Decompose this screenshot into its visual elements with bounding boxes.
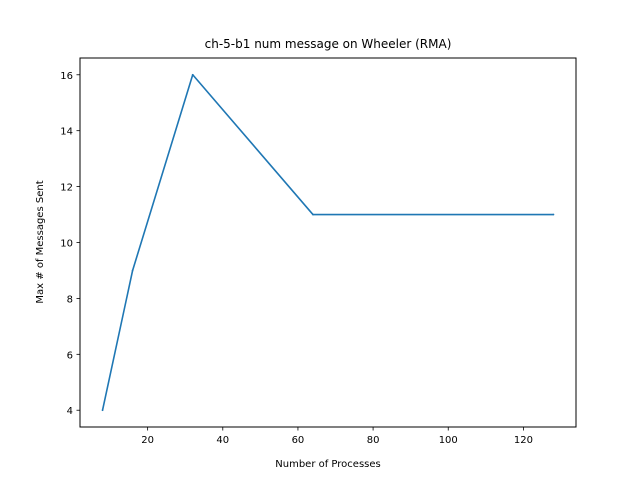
x-tick-label: 120 <box>514 435 533 446</box>
data-point <box>101 409 104 412</box>
x-tick-label: 80 <box>367 435 380 446</box>
x-tick-label: 100 <box>439 435 458 446</box>
y-tick-label: 12 <box>60 183 73 194</box>
y-tick-label: 4 <box>67 406 73 417</box>
data-point <box>552 213 555 216</box>
y-tick-label: 6 <box>67 350 73 361</box>
x-axis: 20 40 60 80 100 120 <box>141 427 533 446</box>
y-axis: 4 6 8 10 12 14 16 <box>60 71 80 417</box>
x-tick-label: 60 <box>292 435 305 446</box>
x-tick-label: 20 <box>141 435 154 446</box>
data-point <box>191 73 194 76</box>
y-tick-label: 8 <box>67 294 73 305</box>
data-point <box>312 213 314 216</box>
series-layer <box>101 73 555 412</box>
y-tick-label: 10 <box>60 239 73 250</box>
x-tick-label: 40 <box>216 435 229 446</box>
axes-frame <box>79 57 577 428</box>
y-axis-label: Max # of Messages Sent <box>35 180 46 303</box>
x-axis-label: Number of Processes <box>275 459 380 470</box>
y-tick-label: 14 <box>60 127 73 138</box>
chart-title: ch-5-b1 num message on Wheeler (RMA) <box>205 37 452 51</box>
y-tick-label: 16 <box>60 71 73 82</box>
data-point <box>131 269 134 272</box>
